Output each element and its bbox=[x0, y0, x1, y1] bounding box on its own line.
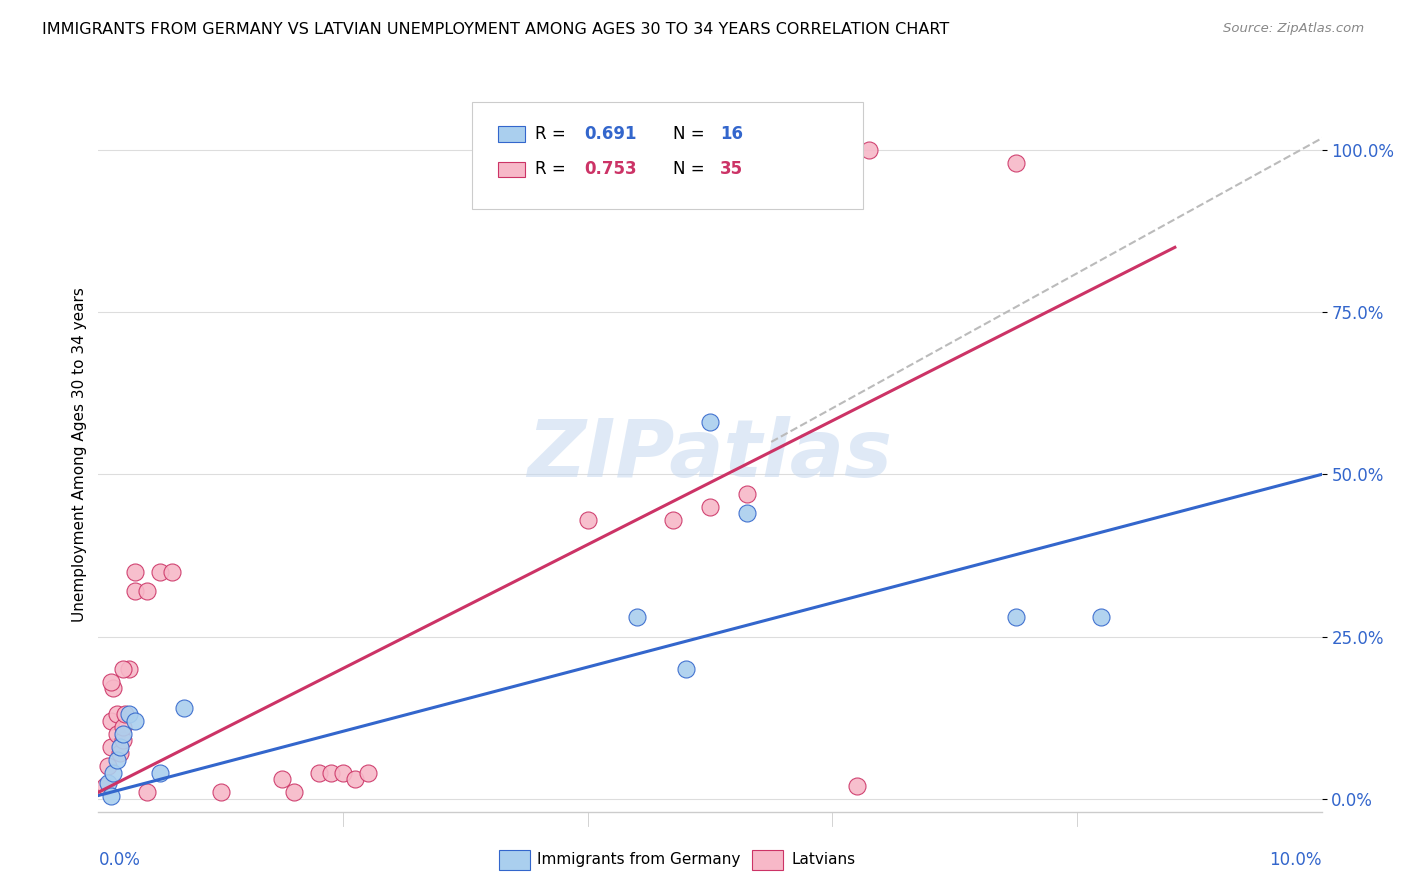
Text: IMMIGRANTS FROM GERMANY VS LATVIAN UNEMPLOYMENT AMONG AGES 30 TO 34 YEARS CORREL: IMMIGRANTS FROM GERMANY VS LATVIAN UNEMP… bbox=[42, 22, 949, 37]
Point bbox=[111, 720, 134, 734]
Point bbox=[111, 733, 134, 747]
Y-axis label: Unemployment Among Ages 30 to 34 years: Unemployment Among Ages 30 to 34 years bbox=[72, 287, 87, 623]
Text: R =: R = bbox=[536, 125, 571, 143]
Point bbox=[124, 565, 146, 579]
Point bbox=[118, 707, 141, 722]
Point bbox=[735, 487, 758, 501]
Text: 35: 35 bbox=[720, 161, 742, 178]
Text: N =: N = bbox=[673, 161, 710, 178]
Point bbox=[270, 772, 292, 787]
Point bbox=[111, 727, 134, 741]
Point bbox=[149, 565, 172, 579]
Text: R =: R = bbox=[536, 161, 571, 178]
Text: 0.691: 0.691 bbox=[583, 125, 637, 143]
Point bbox=[100, 789, 122, 803]
Point bbox=[124, 584, 146, 599]
Point bbox=[136, 785, 159, 799]
Point bbox=[735, 506, 758, 520]
Point bbox=[344, 772, 367, 787]
Point bbox=[308, 765, 330, 780]
Point bbox=[209, 785, 232, 799]
Point bbox=[1090, 610, 1112, 624]
Point bbox=[110, 739, 132, 754]
Point bbox=[332, 765, 354, 780]
Point bbox=[105, 753, 128, 767]
Text: Latvians: Latvians bbox=[792, 853, 856, 867]
Point bbox=[662, 513, 685, 527]
Point bbox=[149, 765, 172, 780]
Text: 0.0%: 0.0% bbox=[98, 851, 141, 869]
Point bbox=[699, 416, 721, 430]
Point bbox=[576, 513, 599, 527]
Point bbox=[100, 739, 122, 754]
Point bbox=[100, 675, 122, 690]
Point bbox=[93, 779, 115, 793]
Text: 10.0%: 10.0% bbox=[1270, 851, 1322, 869]
Point bbox=[1004, 156, 1026, 170]
Point bbox=[111, 662, 134, 676]
Point bbox=[101, 765, 124, 780]
Point bbox=[101, 681, 124, 696]
Point bbox=[118, 662, 141, 676]
Text: 0.753: 0.753 bbox=[583, 161, 637, 178]
Text: ZIPatlas: ZIPatlas bbox=[527, 416, 893, 494]
FancyBboxPatch shape bbox=[498, 126, 526, 142]
Text: N =: N = bbox=[673, 125, 710, 143]
Point bbox=[626, 610, 648, 624]
Point bbox=[97, 759, 120, 773]
Text: Source: ZipAtlas.com: Source: ZipAtlas.com bbox=[1223, 22, 1364, 36]
Point bbox=[105, 727, 128, 741]
Point bbox=[173, 701, 195, 715]
Point bbox=[1004, 610, 1026, 624]
Point bbox=[97, 775, 120, 789]
Point bbox=[136, 584, 159, 599]
Text: Immigrants from Germany: Immigrants from Germany bbox=[537, 853, 741, 867]
Point bbox=[105, 707, 128, 722]
Point bbox=[283, 785, 305, 799]
Point bbox=[845, 779, 868, 793]
Text: 16: 16 bbox=[720, 125, 742, 143]
Point bbox=[319, 765, 342, 780]
Point bbox=[160, 565, 183, 579]
Point bbox=[675, 662, 697, 676]
FancyBboxPatch shape bbox=[471, 102, 863, 209]
Point bbox=[699, 500, 721, 514]
Point bbox=[858, 143, 880, 157]
Point bbox=[100, 714, 122, 728]
Point bbox=[110, 747, 132, 761]
Point bbox=[356, 765, 378, 780]
Point bbox=[124, 714, 146, 728]
FancyBboxPatch shape bbox=[498, 161, 526, 178]
Point bbox=[114, 707, 136, 722]
